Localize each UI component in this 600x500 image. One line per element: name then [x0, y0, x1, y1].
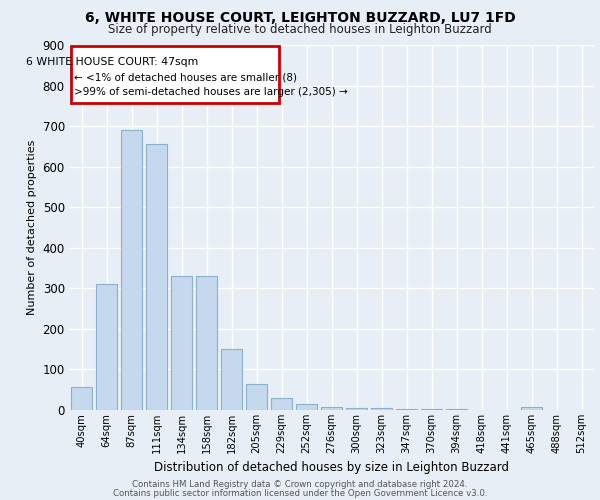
Bar — [71, 387, 92, 410]
Bar — [146, 144, 167, 410]
Text: 6 WHITE HOUSE COURT: 47sqm: 6 WHITE HOUSE COURT: 47sqm — [26, 56, 198, 66]
Text: ← <1% of detached houses are smaller (8): ← <1% of detached houses are smaller (8) — [74, 72, 297, 82]
X-axis label: Distribution of detached houses by size in Leighton Buzzard: Distribution of detached houses by size … — [154, 462, 509, 474]
Bar — [71, 46, 279, 102]
Text: 6, WHITE HOUSE COURT, LEIGHTON BUZZARD, LU7 1FD: 6, WHITE HOUSE COURT, LEIGHTON BUZZARD, … — [85, 11, 515, 25]
Bar — [96, 284, 117, 410]
Bar — [346, 408, 367, 410]
Bar — [321, 407, 342, 410]
Text: Contains public sector information licensed under the Open Government Licence v3: Contains public sector information licen… — [113, 488, 487, 498]
Text: >99% of semi-detached houses are larger (2,305) →: >99% of semi-detached houses are larger … — [74, 88, 348, 98]
Text: Contains HM Land Registry data © Crown copyright and database right 2024.: Contains HM Land Registry data © Crown c… — [132, 480, 468, 489]
Bar — [121, 130, 142, 410]
Bar — [521, 407, 542, 410]
Text: Size of property relative to detached houses in Leighton Buzzard: Size of property relative to detached ho… — [108, 22, 492, 36]
Bar — [371, 408, 392, 410]
Bar — [246, 384, 267, 410]
Bar — [271, 398, 292, 410]
Bar — [221, 349, 242, 410]
Bar — [446, 409, 467, 410]
Bar — [171, 276, 192, 410]
Bar — [196, 276, 217, 410]
Bar — [421, 409, 442, 410]
Y-axis label: Number of detached properties: Number of detached properties — [27, 140, 37, 315]
Bar — [396, 409, 417, 410]
Bar — [296, 404, 317, 410]
